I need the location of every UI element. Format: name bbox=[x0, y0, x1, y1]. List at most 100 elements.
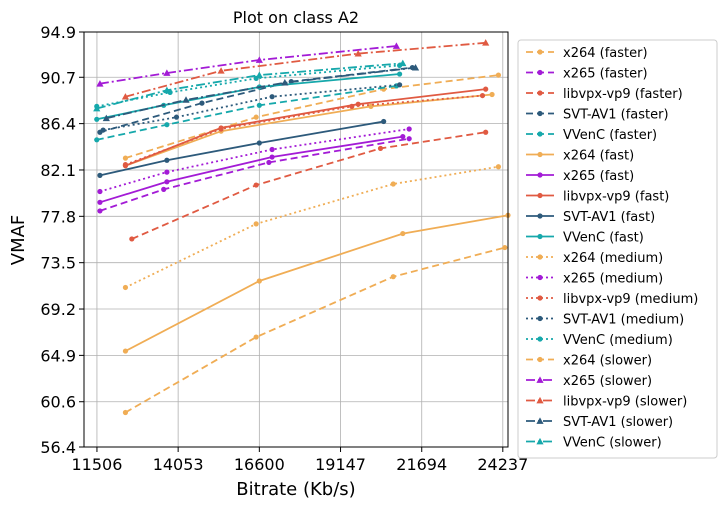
x-tick-label: 14053 bbox=[153, 455, 204, 474]
data-point bbox=[495, 164, 502, 170]
legend-item: x265 (faster) bbox=[526, 67, 648, 82]
series-line bbox=[124, 214, 509, 352]
data-point bbox=[164, 122, 170, 128]
data-point bbox=[173, 114, 180, 120]
data-point bbox=[479, 92, 486, 99]
legend-marker bbox=[537, 233, 543, 240]
legend-marker bbox=[537, 151, 543, 158]
x-axis-label: Bitrate (Kb/s) bbox=[236, 479, 355, 500]
data-point bbox=[502, 244, 508, 251]
legend-marker bbox=[537, 110, 543, 117]
x-tick-label: 24237 bbox=[477, 455, 528, 474]
series-11 bbox=[97, 126, 412, 195]
data-point bbox=[406, 136, 412, 142]
plot-frame bbox=[83, 31, 509, 448]
data-point bbox=[489, 91, 495, 98]
legend-label: SVT-AV1 (faster) bbox=[563, 108, 669, 123]
legend-label: x265 (fast) bbox=[563, 169, 634, 184]
data-point bbox=[164, 169, 170, 175]
y-tick-label: 60.6 bbox=[40, 393, 76, 412]
legend-marker bbox=[536, 396, 544, 404]
series-20 bbox=[122, 212, 511, 354]
legend-item: x264 (slower) bbox=[526, 354, 652, 369]
x-ticks: 11506 14053 16600 19147 21694 24237 bbox=[71, 447, 528, 474]
y-tick-label: 73.5 bbox=[40, 254, 76, 273]
data-point bbox=[377, 145, 384, 152]
grid bbox=[84, 31, 508, 448]
data-point bbox=[218, 126, 224, 132]
data-point bbox=[399, 59, 407, 67]
legend-marker bbox=[537, 295, 543, 301]
series-line bbox=[99, 120, 384, 177]
series-12 bbox=[122, 92, 486, 168]
legend-label: VVenC (fast) bbox=[563, 231, 644, 246]
legend-item: x265 (medium) bbox=[526, 272, 663, 287]
y-tick-label: 94.9 bbox=[40, 23, 76, 42]
y-tick-label: 64.9 bbox=[40, 346, 76, 365]
data-point bbox=[269, 146, 275, 153]
data-point bbox=[97, 199, 103, 205]
series-0 bbox=[122, 72, 502, 161]
legend-marker bbox=[537, 69, 543, 76]
data-point bbox=[182, 96, 190, 103]
data-point bbox=[400, 230, 406, 237]
data-point bbox=[349, 103, 355, 109]
data-point bbox=[122, 284, 129, 291]
legend-item: libvpx-vp9 (faster) bbox=[526, 87, 683, 102]
series-6 bbox=[97, 133, 406, 205]
data-point bbox=[93, 104, 101, 112]
series-line bbox=[131, 131, 486, 240]
data-point bbox=[256, 278, 262, 284]
series-line bbox=[99, 45, 397, 85]
series-13 bbox=[100, 82, 403, 133]
series-10 bbox=[122, 164, 502, 291]
series-line bbox=[125, 94, 483, 166]
data-point bbox=[164, 157, 170, 163]
data-point bbox=[253, 114, 259, 120]
data-point bbox=[163, 86, 171, 94]
data-point bbox=[121, 93, 130, 100]
legend-label: libvpx-vp9 (slower) bbox=[563, 395, 687, 410]
data-point bbox=[256, 102, 262, 108]
series-15 bbox=[122, 244, 508, 416]
data-point bbox=[129, 236, 135, 242]
data-point bbox=[97, 208, 103, 214]
legend-marker bbox=[536, 437, 544, 445]
legend-item: SVT-AV1 (medium) bbox=[526, 313, 684, 328]
legend-marker bbox=[537, 315, 543, 322]
data-point bbox=[381, 118, 387, 125]
legend-item: x264 (faster) bbox=[526, 46, 648, 61]
series-line bbox=[99, 66, 413, 134]
legend-item: VVenC (fast) bbox=[526, 231, 644, 246]
data-point bbox=[269, 154, 275, 160]
legend-item: SVT-AV1 (slower) bbox=[526, 415, 673, 430]
series-line bbox=[96, 85, 397, 141]
legend-label: libvpx-vp9 (fast) bbox=[563, 190, 669, 205]
data-point bbox=[100, 127, 106, 133]
legend-label: x264 (fast) bbox=[563, 149, 634, 164]
series-1 bbox=[97, 136, 412, 214]
series-line bbox=[99, 135, 403, 204]
legend-label: x264 (slower) bbox=[563, 354, 652, 369]
legend-marker bbox=[537, 131, 543, 137]
data-point bbox=[256, 140, 262, 146]
series-5 bbox=[122, 91, 495, 169]
series-line bbox=[99, 128, 410, 193]
data-point bbox=[217, 67, 225, 74]
series-line bbox=[125, 74, 499, 159]
legend-item: VVenC (slower) bbox=[526, 436, 662, 451]
data-point bbox=[483, 129, 489, 135]
legend-marker bbox=[537, 172, 543, 178]
legend-item: x264 (medium) bbox=[526, 251, 663, 266]
legend-item: libvpx-vp9 (slower) bbox=[526, 395, 687, 410]
data-point bbox=[281, 79, 289, 86]
legend-label: x265 (medium) bbox=[563, 272, 663, 287]
legend-item: SVT-AV1 (faster) bbox=[526, 108, 669, 123]
data-point bbox=[400, 133, 406, 140]
series-line bbox=[96, 62, 403, 110]
series-line bbox=[99, 137, 410, 212]
legend-item: VVenC (medium) bbox=[526, 333, 673, 348]
legend: x264 (faster) x265 (faster) libvpx-vp9 (fa… bbox=[517, 39, 718, 459]
legend-label: x265 (slower) bbox=[563, 374, 652, 389]
series-16 bbox=[96, 42, 401, 87]
